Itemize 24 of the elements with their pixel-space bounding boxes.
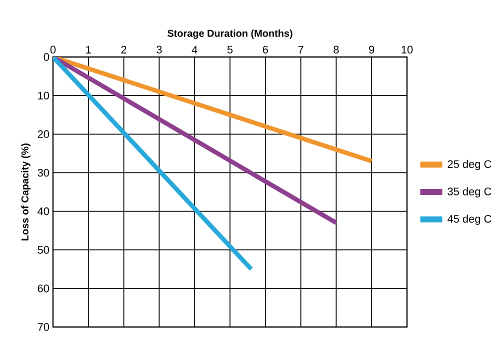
legend-label: 35 deg C [448, 187, 492, 198]
x-tick-label: 6 [262, 46, 268, 54]
x-tick-label: 4 [192, 46, 198, 54]
x-tick-label: 7 [298, 46, 304, 54]
x-tick-label: 9 [369, 46, 374, 54]
legend-label: 45 deg C [447, 214, 492, 225]
y-tick-label: 50 [38, 246, 50, 254]
x-tick-label: 8 [334, 46, 339, 54]
y-axis-title: Loss of Capacity (%) [21, 144, 30, 240]
y-tick-label: 70 [38, 323, 50, 331]
y-tick-label: 30 [38, 168, 50, 177]
y-tick-label: 60 [38, 284, 50, 292]
x-axis-title: Storage Duration (Months) [167, 30, 292, 39]
x-tick-label: 5 [227, 46, 233, 54]
x-tick-label: 1 [86, 46, 91, 54]
x-tick-label: 2 [121, 46, 126, 54]
x-tick-label: 3 [156, 46, 162, 54]
y-tick-label: 20 [38, 130, 50, 138]
x-tick-label: 10 [402, 46, 413, 54]
y-tick-label: 10 [38, 92, 50, 100]
y-tick-label: 0 [44, 53, 50, 61]
legend-label: 25 deg C [448, 160, 492, 170]
x-tick-label: 0 [50, 46, 56, 54]
y-tick-label: 40 [38, 207, 50, 216]
